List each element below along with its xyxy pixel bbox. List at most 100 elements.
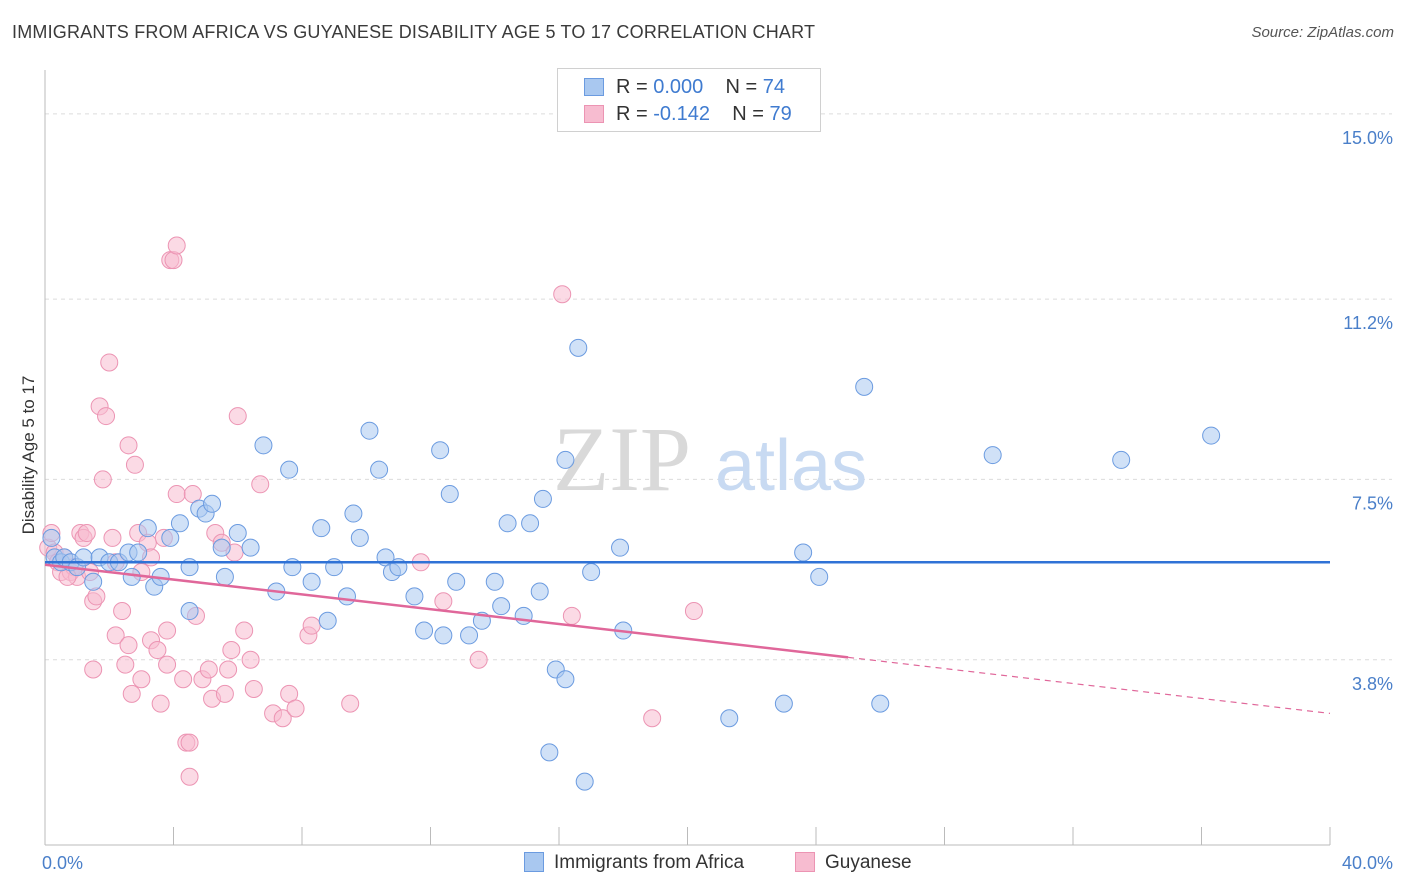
- africa-point: [405, 587, 424, 606]
- guyanese-point: [167, 236, 186, 255]
- guyanese-point: [87, 587, 106, 606]
- guyanese-point: [84, 660, 103, 679]
- africa-point: [212, 538, 231, 557]
- africa-point: [569, 338, 588, 357]
- africa-point: [530, 582, 549, 601]
- guyanese-point: [119, 636, 138, 655]
- guyanese-points: [39, 236, 703, 786]
- guyanese-point: [553, 285, 572, 304]
- guyanese-legend-label: Guyanese: [825, 852, 912, 873]
- africa-point: [84, 572, 103, 591]
- bottom-legend-guyanese: Guyanese: [795, 852, 912, 874]
- africa-point: [129, 543, 148, 562]
- guyanese-point: [113, 602, 132, 621]
- guyanese-n-value: 79: [769, 103, 792, 125]
- africa-point: [434, 626, 453, 645]
- watermark-atlas: atlas: [715, 426, 867, 506]
- guyanese-point: [119, 436, 138, 455]
- africa-point: [241, 538, 260, 557]
- guyanese-point: [103, 528, 122, 547]
- africa-points: [42, 338, 1221, 791]
- africa-point: [215, 567, 234, 586]
- africa-swatch: [584, 78, 604, 96]
- guyanese-point: [164, 251, 183, 270]
- guyanese-point: [643, 709, 662, 728]
- africa-point: [415, 621, 434, 640]
- guyanese-point: [180, 767, 199, 786]
- guyanese-point: [174, 670, 193, 689]
- trend-lines: [44, 561, 1331, 714]
- guyanese-point: [122, 684, 141, 703]
- guyanese-point: [241, 650, 260, 669]
- guyanese-point: [106, 626, 125, 645]
- africa-n-label: N =: [725, 76, 763, 98]
- africa-point: [556, 450, 575, 469]
- africa-point: [302, 572, 321, 591]
- africa-point: [521, 514, 540, 533]
- africa-point: [460, 626, 479, 645]
- x-tick-label-max: 40.0%: [1342, 853, 1393, 873]
- guyanese-swatch: [584, 105, 604, 123]
- guyanese-point: [148, 641, 167, 660]
- africa-point: [312, 519, 331, 538]
- chart-title: IMMIGRANTS FROM AFRICA VS GUYANESE DISAB…: [12, 22, 816, 42]
- guyanese-point: [273, 709, 292, 728]
- africa-n-value: 74: [762, 76, 786, 98]
- stats-legend: R = 0.000 N = 74 R = -0.142 N = 79: [557, 68, 821, 132]
- guyanese-legend-swatch: [795, 852, 815, 872]
- africa-point: [983, 446, 1002, 465]
- africa-legend-label: Immigrants from Africa: [554, 852, 745, 873]
- guyanese-point: [132, 670, 151, 689]
- africa-point: [203, 494, 222, 513]
- guyanese-r-label: R =: [616, 103, 654, 125]
- africa-point: [161, 528, 180, 547]
- africa-point: [360, 421, 379, 440]
- guyanese-point: [562, 606, 581, 625]
- source-note: Source: ZipAtlas.com: [1251, 24, 1394, 41]
- y-tick-label: 11.2%: [1343, 313, 1393, 333]
- axes: [44, 70, 1331, 846]
- africa-point: [492, 597, 511, 616]
- guyanese-point: [469, 650, 488, 669]
- guyanese-point: [235, 621, 254, 640]
- africa-point: [228, 524, 247, 543]
- y-tick-label: 15.0%: [1342, 128, 1393, 148]
- africa-point: [498, 514, 517, 533]
- africa-point: [318, 611, 337, 630]
- africa-point: [1112, 450, 1131, 469]
- guyanese-point: [167, 485, 186, 504]
- y-tick-labels: 3.8% 7.5% 11.2% 15.0%: [1342, 128, 1393, 694]
- africa-point: [556, 670, 575, 689]
- guyanese-trend-line: [44, 563, 849, 659]
- africa-point: [344, 504, 363, 523]
- africa-point: [440, 485, 459, 504]
- africa-point: [447, 572, 466, 591]
- africa-point: [533, 489, 552, 508]
- guyanese-point: [77, 524, 96, 543]
- africa-point: [370, 460, 389, 479]
- africa-point: [350, 528, 369, 547]
- guyanese-point: [215, 684, 234, 703]
- guyanese-r-value: -0.142: [653, 103, 710, 125]
- guyanese-point: [180, 733, 199, 752]
- africa-point: [170, 514, 189, 533]
- guyanese-point: [684, 602, 703, 621]
- africa-point: [180, 602, 199, 621]
- africa-point: [138, 519, 157, 538]
- guyanese-point: [244, 680, 263, 699]
- africa-point: [337, 587, 356, 606]
- africa-point: [720, 709, 739, 728]
- guyanese-point: [222, 641, 241, 660]
- guyanese-point: [93, 470, 112, 489]
- guyanese-point: [219, 660, 238, 679]
- y-axis-label: Disability Age 5 to 17: [19, 376, 38, 535]
- guyanese-point: [286, 699, 305, 718]
- guyanese-point: [100, 353, 119, 372]
- africa-point: [575, 772, 594, 791]
- africa-r-value: 0.000: [653, 76, 704, 98]
- guyanese-point: [151, 694, 170, 713]
- africa-point: [540, 743, 559, 762]
- x-tick-label-min: 0.0%: [42, 853, 83, 873]
- guyanese-point: [199, 660, 218, 679]
